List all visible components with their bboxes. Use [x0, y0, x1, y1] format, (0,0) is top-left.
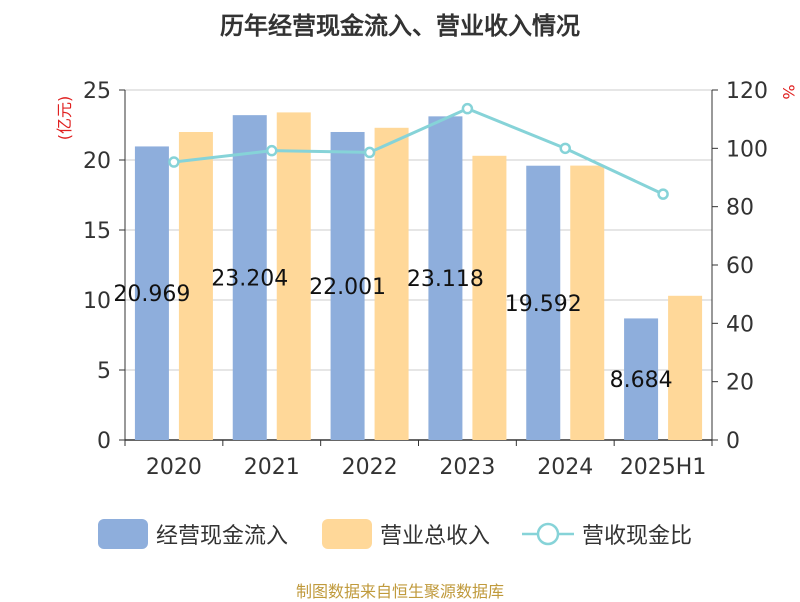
bar-cash-inflow	[232, 115, 267, 441]
bar-cash-inflow	[134, 146, 169, 440]
y-right-tick-label: 20	[726, 371, 754, 396]
y-right-tick-label: 0	[726, 429, 740, 454]
y-right-tick-label: 100	[726, 137, 768, 162]
legend-swatch-revenue	[322, 519, 372, 549]
y-right-tick-label: 80	[726, 196, 754, 221]
source-note: 制图数据来自恒生聚源数据库	[295, 582, 504, 601]
bar-revenue	[570, 165, 605, 440]
x-tick-label: 2020	[146, 455, 202, 480]
y-left-tick-label: 10	[83, 289, 111, 314]
y-left-tick-label: 15	[83, 219, 111, 244]
x-tick-label: 2024	[537, 455, 593, 480]
x-tick-label: 2025H1	[620, 455, 707, 480]
point-ratio	[363, 146, 376, 159]
bar-revenue	[472, 155, 507, 441]
bar-cash-inflow	[526, 165, 561, 440]
bar-revenue	[668, 295, 703, 440]
data-label-cash-inflow: 23.204	[211, 267, 288, 292]
y-right-tick-label: 60	[726, 254, 754, 279]
y-right-tick-label: 120	[726, 79, 768, 104]
bar-cash-inflow	[428, 116, 463, 441]
legend-label-ratio: 营收现金比	[582, 524, 693, 549]
legend-item-ratio[interactable]: 营收现金比	[522, 514, 692, 554]
data-label-cash-inflow: 20.969	[113, 282, 190, 307]
y-left-tick-label: 20	[83, 149, 111, 174]
legend-item-revenue[interactable]: 营业总收入	[322, 514, 490, 554]
point-ratio	[461, 102, 474, 115]
bar-revenue	[276, 112, 311, 441]
legend-label-cash-inflow: 经营现金流入	[156, 524, 289, 549]
y-left-unit: (亿元)	[55, 96, 74, 141]
x-tick-label: 2023	[439, 455, 495, 480]
data-label-cash-inflow: 22.001	[309, 275, 386, 300]
legend: 经营现金流入 营业总收入 营收现金比	[0, 514, 800, 554]
y-left-tick-label: 5	[97, 359, 111, 384]
bar-revenue	[374, 127, 409, 441]
data-label-cash-inflow: 23.118	[407, 267, 484, 292]
y-left-tick-label: 0	[97, 429, 111, 454]
bar-cash-inflow	[624, 318, 659, 440]
data-label-cash-inflow: 19.592	[505, 292, 582, 317]
y-left-tick-label: 25	[83, 79, 111, 104]
legend-label-revenue: 营业总收入	[380, 524, 491, 549]
chart-title: 历年经营现金流入、营业收入情况	[220, 12, 580, 40]
point-ratio	[266, 144, 278, 157]
y-right-unit: %	[779, 84, 798, 99]
x-tick-label: 2021	[244, 455, 300, 480]
point-ratio	[559, 142, 571, 155]
legend-item-cash-inflow[interactable]: 经营现金流入	[98, 514, 288, 554]
line-ratio	[173, 107, 664, 196]
data-label-cash-inflow: 8.684	[610, 368, 673, 393]
y-right-tick-label: 40	[726, 312, 754, 337]
point-ratio	[657, 188, 669, 200]
bar-revenue	[178, 132, 213, 440]
legend-swatch-ratio	[522, 522, 574, 546]
x-tick-label: 2022	[342, 455, 398, 480]
bar-cash-inflow	[330, 131, 365, 440]
point-ratio	[168, 156, 180, 168]
legend-swatch-cash-inflow	[98, 519, 148, 549]
